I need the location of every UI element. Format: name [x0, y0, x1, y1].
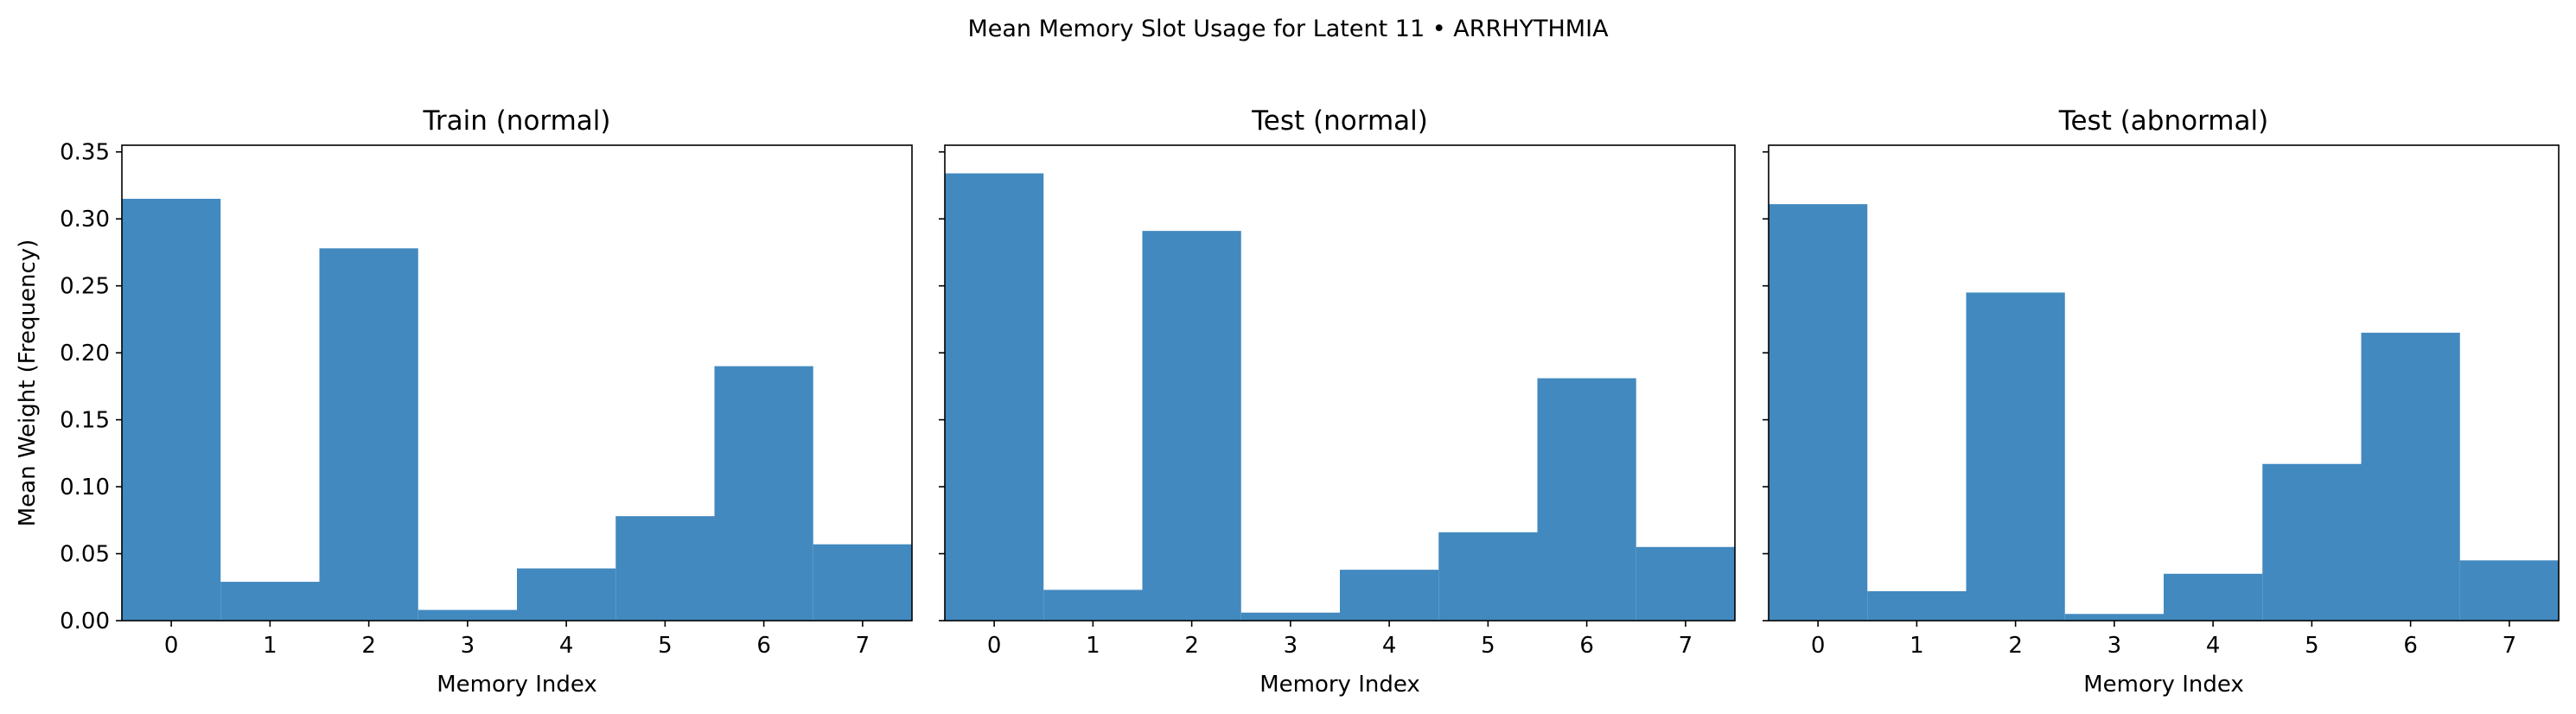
chart-panel-0: 0 1 2 3 4 5 6 7 0.00 0.05 0.10 0.15 0.20 0.25 0.30 0.35…: [15, 105, 913, 698]
x-tick-label: 4: [2206, 633, 2221, 659]
y-axis-label: Mean Weight (Frequency): [15, 239, 41, 527]
x-axis-label: Memory Index: [2083, 672, 2244, 698]
panel-title: Train (normal): [422, 105, 610, 137]
x-tick-label: 2: [361, 633, 376, 659]
bar-6: [2361, 332, 2460, 621]
panel-title: Test (normal): [1251, 105, 1428, 137]
bar-6: [1537, 378, 1636, 621]
bar-3: [418, 609, 517, 621]
bar-5: [2262, 463, 2362, 621]
x-tick-label: 4: [559, 633, 574, 659]
bar-3: [2064, 614, 2164, 621]
x-tick-label: 7: [856, 633, 870, 659]
x-axis-label: Memory Index: [437, 672, 597, 698]
bar-0: [122, 198, 221, 621]
y-tick-label: 0.05: [60, 542, 110, 568]
bar-1: [1867, 590, 1967, 621]
y-tick-label: 0.20: [60, 341, 110, 367]
bar-0: [1769, 204, 1868, 622]
x-tick-label: 1: [1910, 633, 1924, 659]
x-tick-label: 5: [658, 633, 673, 659]
y-tick-label: 0.25: [60, 274, 110, 300]
x-tick-label: 0: [987, 633, 1002, 659]
bar-1: [1043, 590, 1143, 621]
x-tick-label: 3: [2107, 633, 2122, 659]
x-tick-label: 3: [1284, 633, 1298, 659]
axes-frame: [121, 144, 913, 622]
bar-1: [220, 582, 320, 621]
panel-title: Test (abnormal): [2058, 105, 2268, 137]
y-tick-label: 0.15: [60, 408, 110, 434]
bar-5: [1438, 532, 1538, 621]
x-tick-label: 1: [263, 633, 277, 659]
y-tick-label: 0.10: [60, 475, 110, 500]
bar-4: [1340, 570, 1439, 621]
x-tick-label: 5: [1481, 633, 1495, 659]
bar-2: [1142, 231, 1241, 621]
y-tick-label: 0.35: [60, 140, 110, 166]
y-tick-label: 0.00: [60, 609, 110, 634]
x-tick-label: 2: [2008, 633, 2023, 659]
bar-2: [319, 248, 418, 621]
bar-6: [714, 366, 813, 621]
x-tick-label: 0: [164, 633, 179, 659]
bar-7: [2459, 560, 2559, 621]
x-tick-label: 4: [1382, 633, 1397, 659]
x-tick-label: 2: [1184, 633, 1199, 659]
x-tick-label: 6: [756, 633, 771, 659]
chart-panel-1: 0 1 2 3 4 5 6 7 Test (normal) Memory Index: [939, 105, 1736, 698]
bar-2: [1966, 292, 2065, 621]
x-tick-label: 6: [2403, 633, 2418, 659]
chart-suptitle: Mean Memory Slot Usage for Latent 11 • A…: [967, 16, 1609, 42]
axes-frame: [944, 144, 1736, 622]
x-tick-label: 5: [2305, 633, 2319, 659]
bar-7: [1636, 546, 1735, 621]
x-tick-label: 7: [1679, 633, 1693, 659]
chart-panels: 0 1 2 3 4 5 6 7 0.00 0.05 0.10 0.15 0.20 0.25 0.30 0.35…: [15, 105, 2560, 698]
x-tick-label: 7: [2503, 633, 2517, 659]
bar-5: [615, 516, 715, 621]
x-tick-label: 1: [1086, 633, 1100, 659]
bar-4: [517, 568, 616, 621]
x-tick-label: 0: [1811, 633, 1826, 659]
bar-0: [945, 173, 1044, 622]
axes-frame: [1768, 144, 2560, 622]
bar-7: [813, 544, 912, 621]
bar-4: [2164, 573, 2263, 621]
chart-panel-2: 0 1 2 3 4 5 6 7 Test (abnormal) Memory Index: [1763, 105, 2560, 698]
y-tick-label: 0.30: [60, 207, 110, 233]
bar-3: [1240, 612, 1340, 621]
x-axis-label: Memory Index: [1259, 672, 1420, 698]
x-tick-label: 6: [1579, 633, 1594, 659]
x-tick-label: 3: [461, 633, 475, 659]
